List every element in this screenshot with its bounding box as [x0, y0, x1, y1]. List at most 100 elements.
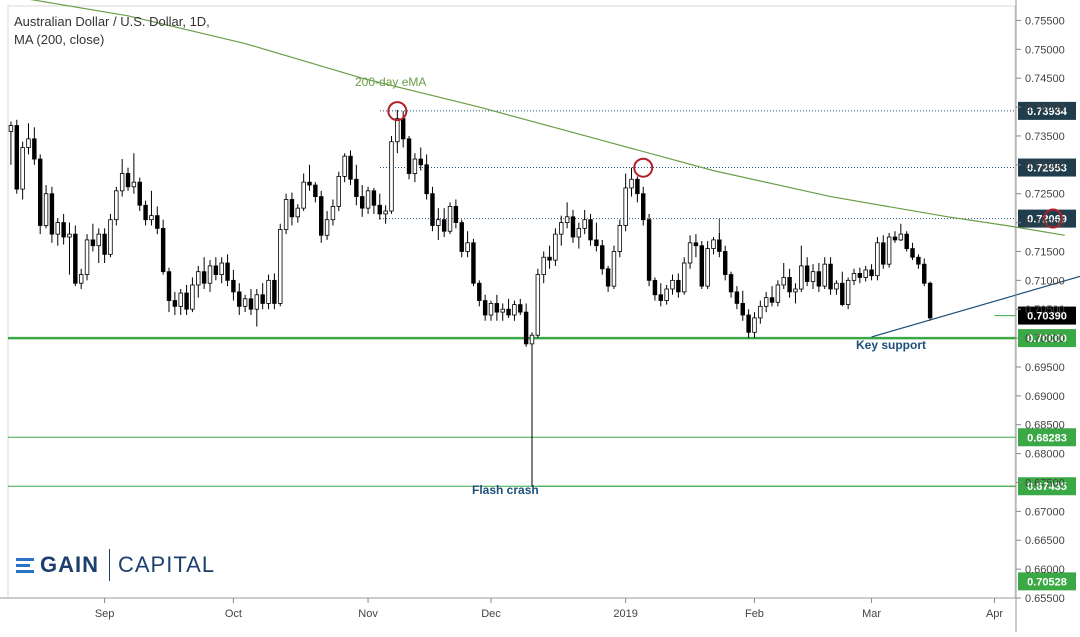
time-tick-label: Oct — [225, 608, 242, 620]
price-tick-label: 0.72000 — [1025, 218, 1065, 230]
candle-body — [43, 193, 49, 226]
candle-body — [646, 219, 652, 281]
candle-body — [149, 215, 154, 221]
candle-body — [828, 263, 833, 290]
candle-body — [898, 233, 904, 241]
indicator-label: MA (200, close) — [14, 32, 105, 47]
ema-200-line — [30, 0, 1065, 236]
candle-body — [927, 282, 933, 319]
candle-body — [301, 181, 306, 209]
candle-body — [845, 279, 851, 305]
candle-body — [922, 263, 927, 284]
candle-body — [102, 233, 107, 255]
candle-body — [699, 245, 704, 287]
price-tick-label: 0.68500 — [1025, 420, 1065, 432]
candles-layer — [8, 109, 933, 487]
flash-crash-annotation: Flash crash — [472, 483, 539, 497]
candle-body — [793, 288, 798, 293]
candle-body — [717, 239, 722, 252]
candle-body — [564, 216, 570, 223]
candle-body — [658, 294, 664, 301]
price-level-tag-label: 0.72953 — [1027, 163, 1067, 175]
price-tick-label: 0.74500 — [1025, 73, 1065, 85]
candle-body — [178, 292, 183, 307]
candle-body — [383, 210, 388, 215]
price-level-tag-label: 0.68283 — [1027, 432, 1067, 444]
candle-body — [881, 242, 886, 265]
candle-body — [119, 173, 125, 192]
candle-body — [14, 125, 19, 190]
candle-body — [295, 207, 301, 218]
candle-body — [143, 204, 148, 221]
ema-annotation: 200-day eMA — [355, 75, 426, 89]
candle-body — [412, 158, 418, 174]
candle-body — [758, 305, 763, 319]
time-tick-label: Apr — [986, 608, 1003, 620]
price-level-tag — [1018, 306, 1076, 325]
candle-body — [125, 173, 131, 188]
candle-body — [184, 292, 189, 310]
price-tick-label: 0.69000 — [1025, 391, 1065, 403]
candle-body — [553, 233, 558, 261]
candle-body — [518, 304, 523, 313]
candle-body — [359, 196, 365, 209]
price-tick-label: 0.67500 — [1025, 477, 1065, 489]
candle-body — [324, 219, 330, 236]
price-level-tag-label: 0.67435 — [1027, 481, 1067, 493]
candle-body — [787, 277, 792, 293]
candle-body — [506, 308, 511, 316]
candle-body — [635, 178, 640, 195]
price-tick-label: 0.66000 — [1025, 564, 1065, 576]
candle-body — [78, 274, 84, 284]
price-tick-label: 0.70500 — [1025, 304, 1065, 316]
logo-separator — [109, 549, 110, 581]
chart-title: Australian Dollar / U.S. Dollar, 1D, — [14, 14, 210, 29]
candle-body — [886, 236, 892, 265]
candle-body — [254, 294, 260, 310]
candle-body — [752, 317, 757, 333]
candle-body — [851, 273, 857, 281]
candle-body — [231, 279, 236, 293]
price-level-tag-label: 0.70390 — [1027, 311, 1067, 323]
candle-body — [307, 181, 312, 186]
candle-body — [816, 271, 822, 287]
candle-body — [289, 199, 295, 218]
candle-body — [916, 256, 921, 265]
candle-body — [892, 236, 898, 241]
candle-body — [90, 239, 96, 247]
candle-body — [73, 233, 78, 284]
logo-word-gain: GAIN — [40, 552, 99, 577]
price-tick-label: 0.71000 — [1025, 275, 1065, 287]
candle-body — [61, 222, 66, 238]
price-tick-label: 0.69500 — [1025, 362, 1065, 374]
price-tick-label: 0.75000 — [1025, 44, 1065, 56]
candle-body — [8, 125, 14, 132]
time-tick-label: Mar — [862, 608, 881, 620]
candle-body — [342, 155, 347, 177]
candle-body — [722, 251, 728, 275]
candle-body — [283, 199, 289, 230]
ema-layer — [30, 0, 1065, 236]
candle-body — [237, 291, 242, 307]
candle-body — [523, 311, 529, 345]
price-level-tag — [1018, 329, 1076, 348]
candle-body — [430, 193, 435, 226]
candle-body — [459, 222, 464, 252]
candle-body — [453, 206, 459, 223]
candle-body — [834, 282, 839, 290]
candle-body — [670, 279, 675, 290]
price-tick-label: 0.73000 — [1025, 160, 1065, 172]
price-tick-label: 0.65500 — [1025, 593, 1065, 605]
price-tick-label: 0.71500 — [1025, 246, 1065, 258]
candle-body — [494, 303, 500, 313]
candle-body — [371, 190, 377, 206]
price-tick-label: 0.73500 — [1025, 131, 1065, 143]
candle-body — [190, 284, 195, 310]
candle-body — [225, 262, 230, 281]
candle-body — [822, 263, 827, 287]
candle-body — [441, 219, 447, 232]
candle-body — [869, 269, 874, 277]
price-level-tag — [1018, 101, 1076, 120]
candle-body — [641, 193, 646, 221]
candle-body — [570, 216, 576, 238]
